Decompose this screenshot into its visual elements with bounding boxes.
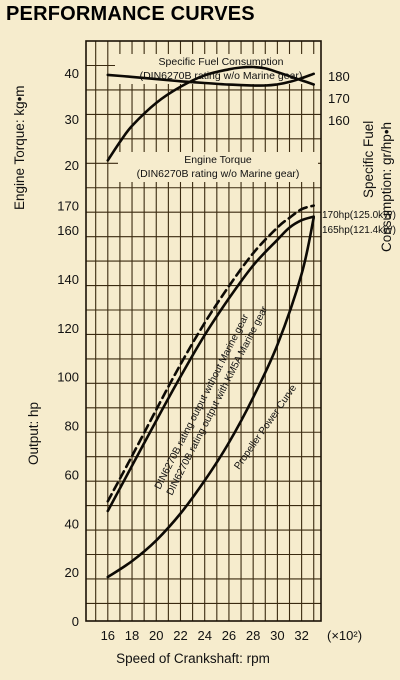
output-tick-label: 80	[65, 419, 79, 434]
output-tick-label: 170	[57, 199, 79, 214]
output-tick-label: 140	[57, 272, 79, 287]
page-title: PERFORMANCE CURVES	[6, 3, 255, 25]
sfc-annotation-line2: (DIN6270B rating w/o Marine gear)	[140, 70, 303, 82]
output-tick-label: 160	[57, 223, 79, 238]
torque-annotation-line2: (DIN6270B rating w/o Marine gear)	[137, 168, 300, 180]
sfc-tick-label: 170	[328, 91, 350, 106]
x-tick-label: 22	[173, 628, 187, 643]
output-tick-label: 0	[72, 614, 79, 629]
output-with-gear-curve	[106, 215, 315, 513]
x-tick-label: 18	[125, 628, 139, 643]
grid	[86, 41, 321, 621]
torque-axis-title: Engine Torque: kg•m	[12, 85, 27, 210]
output-without-gear-curve	[106, 204, 315, 503]
x-tick-label: 24	[197, 628, 211, 643]
curves	[106, 65, 315, 579]
output-tick-label: 60	[65, 467, 79, 482]
torque-annotation-box	[118, 152, 318, 182]
rating-165-label: 165hp(121.4kW)	[322, 225, 396, 236]
output-tick-label: 20	[65, 565, 79, 580]
sfc-axis-title-line1: Specific Fuel	[361, 121, 376, 198]
x-tick-label: 30	[270, 628, 284, 643]
propeller-curve	[106, 216, 315, 579]
sfc-curve	[106, 72, 315, 87]
chart-frame	[85, 40, 322, 622]
rating-170-label: 170hp(125.0kW)	[322, 210, 396, 221]
x-tick-label: 32	[294, 628, 308, 643]
x-tick-label: 26	[222, 628, 236, 643]
output-tick-label: 120	[57, 321, 79, 336]
output-tick-label: 40	[65, 516, 79, 531]
x-axis-title: Speed of Crankshaft: rpm	[116, 651, 270, 666]
output-tick-label: 100	[57, 370, 79, 385]
x-tick-label: 20	[149, 628, 163, 643]
torque-curve	[106, 65, 315, 162]
output-axis-title: Output: hp	[26, 402, 41, 465]
torque-tick-label: 20	[65, 158, 79, 173]
sfc-axis-title-line2: Consumption: gr/hp•h	[379, 122, 394, 252]
x-tick-label: 16	[101, 628, 115, 643]
tick-labels: 16 18 20 22 24 26 28 30 32 0 20 40 60 80 100 120 140 160 1…	[57, 66, 349, 643]
torque-tick-label: 40	[65, 66, 79, 81]
x-tick-label: 28	[246, 628, 260, 643]
sfc-annotation-line1: Specific Fuel Consumption	[159, 56, 284, 68]
torque-tick-label: 30	[65, 112, 79, 127]
torque-annotation-line1: Engine Torque	[184, 154, 252, 166]
sfc-tick-label: 160	[328, 113, 350, 128]
x-axis-unit: (×10²)	[327, 628, 362, 643]
sfc-tick-label: 180	[328, 69, 350, 84]
